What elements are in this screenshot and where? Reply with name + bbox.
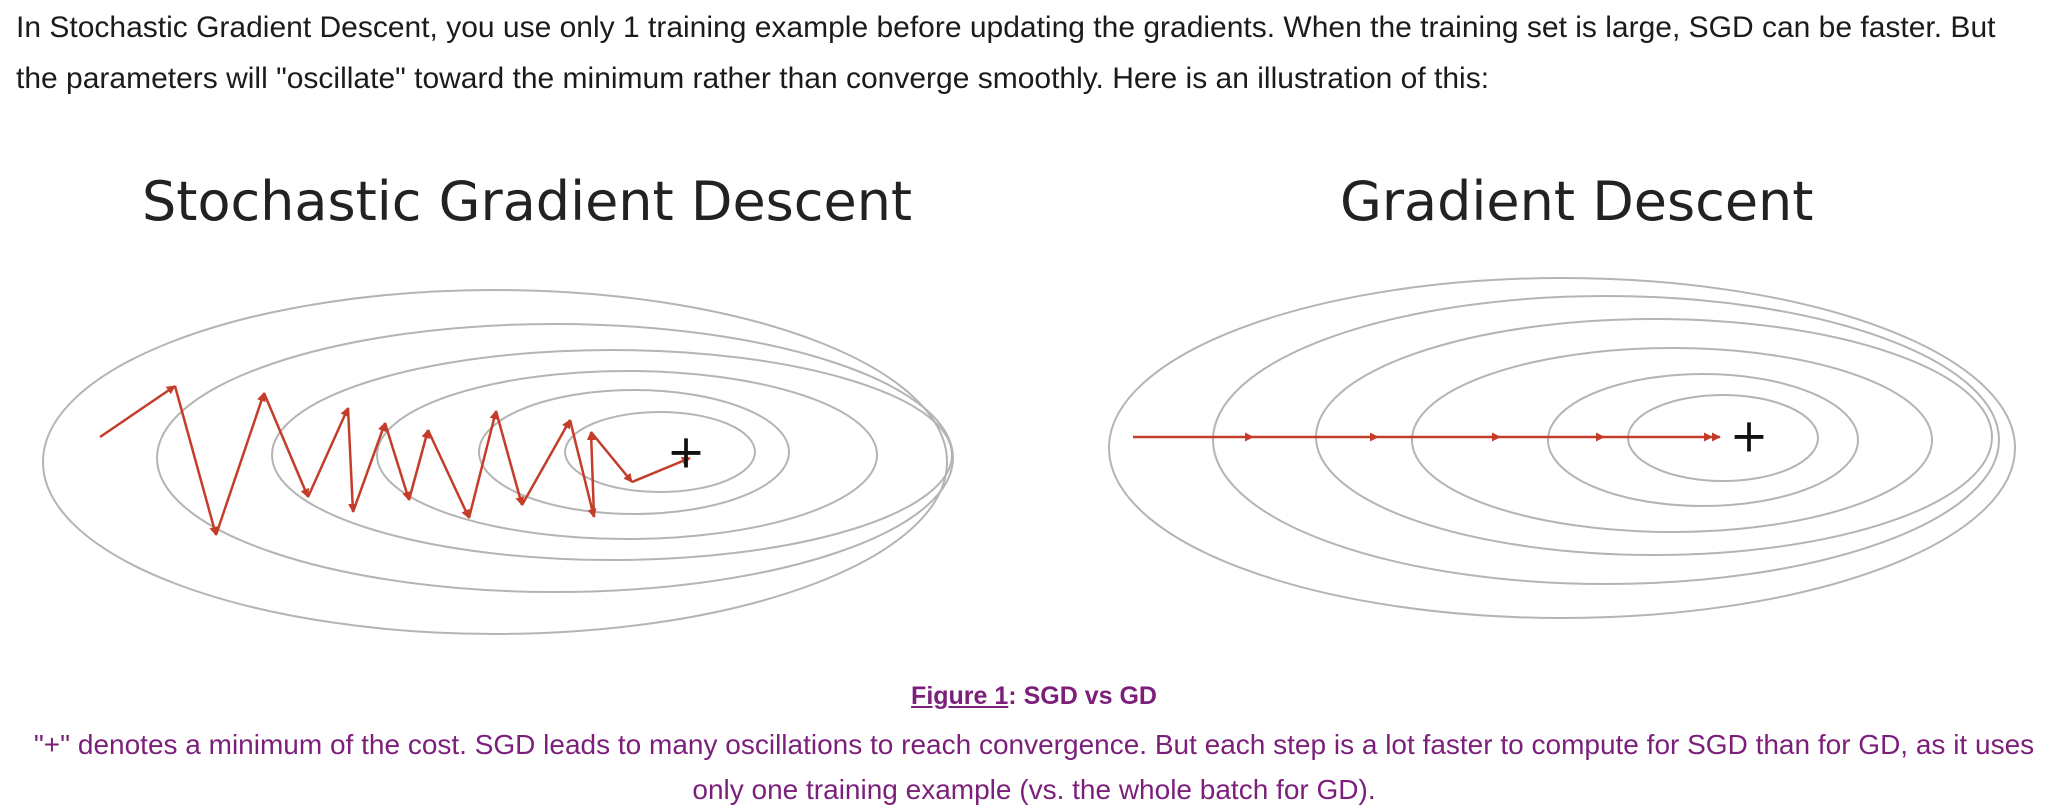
sgd-minimum-marker: + [667,425,706,479]
sgd-step [426,429,471,519]
sgd-step [214,392,266,536]
figure-caption-title: Figure 1: SGD vs GD [0,682,2068,711]
sgd-contour-5 [478,389,790,515]
sgd-contours [42,289,954,635]
sgd-contour-3 [271,349,953,561]
figure-caption-title-rest: : SGD vs GD [1008,682,1157,710]
sgd-step [494,410,525,506]
gd-contour-2 [1212,295,2000,585]
sgd-contour-6 [564,411,756,493]
sgd-step [467,410,499,519]
sgd-step [262,392,310,498]
figure-caption-text: "+" denotes a minimum of the cost. SGD l… [33,729,2035,805]
sgd-step [631,456,691,484]
sgd-step [383,422,411,501]
sgd-contour-4 [376,370,878,540]
sgd-step [586,431,596,518]
sgd-path [99,384,691,536]
sgd-step [520,419,572,506]
sgd-step [306,407,350,498]
gd-contour-4 [1411,347,1933,533]
gd-contours [1108,277,2016,619]
intro-paragraph: In Stochastic Gradient Descent, you use … [16,11,1996,95]
sgd-step [346,407,358,513]
sgd-step [351,422,387,513]
sgd-vs-gd-figure: + + [42,277,2016,635]
sgd-diagram-title: Stochastic Gradient Descent [142,170,913,233]
figure-link[interactable]: Figure 1 [911,682,1009,710]
sgd-step [568,419,597,518]
sgd-step [99,384,176,439]
sgd-step [590,431,633,483]
gd-contour-5 [1547,373,1859,507]
sgd-contour-2 [156,323,954,593]
gd-contour-1 [1108,277,2016,619]
sgd-contour-1 [42,289,948,635]
sgd-step [407,429,431,501]
gd-minimum-marker: + [1730,409,1769,463]
sgd-step [173,385,219,536]
gd-diagram-title: Gradient Descent [1340,170,1814,233]
